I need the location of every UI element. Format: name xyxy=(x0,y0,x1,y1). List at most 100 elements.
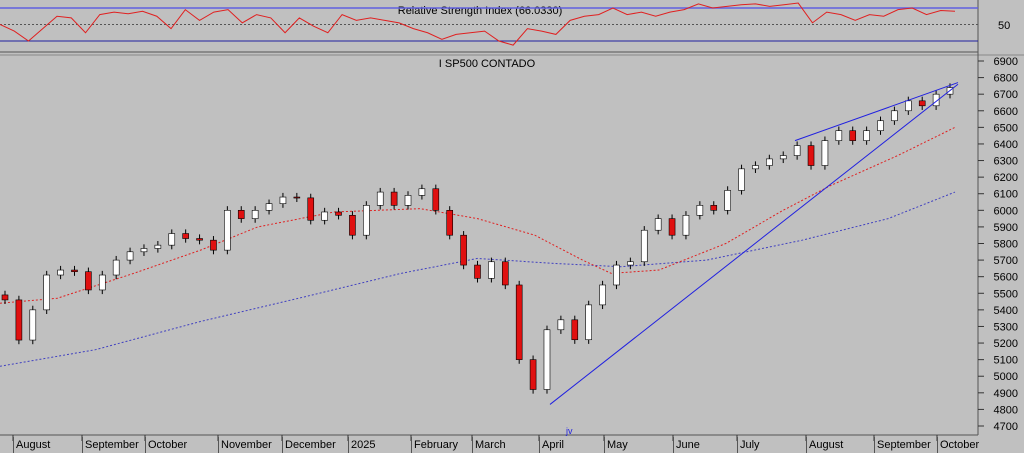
trendline xyxy=(549,83,959,405)
candle-body xyxy=(182,233,189,239)
candle-body xyxy=(696,205,704,216)
y-tick-label: 6200 xyxy=(994,172,1018,184)
candle-body xyxy=(363,205,370,236)
candle-body xyxy=(293,196,301,199)
candle-body xyxy=(571,319,579,341)
candle-body xyxy=(349,214,356,236)
candle-body xyxy=(932,93,940,107)
rsi-tick-50: 50 xyxy=(998,20,1010,32)
candle-body xyxy=(251,210,259,219)
candle-body xyxy=(807,145,815,166)
candle-body xyxy=(835,130,843,141)
candle-body xyxy=(321,211,328,221)
candle-body xyxy=(57,269,64,276)
candle-body xyxy=(752,165,759,170)
y-tick-label: 5400 xyxy=(994,305,1018,317)
ma-long-line xyxy=(0,191,956,367)
y-tick-label: 5900 xyxy=(994,222,1018,234)
candle-body xyxy=(724,190,731,211)
ma-short-line xyxy=(0,126,956,304)
y-tick-label: 5200 xyxy=(994,338,1018,350)
x-axis-label: July xyxy=(737,437,760,453)
x-axis-label: March xyxy=(472,437,506,453)
candle-body xyxy=(237,210,245,219)
y-tick-label: 6500 xyxy=(994,122,1018,134)
y-tick-label: 6000 xyxy=(994,205,1018,217)
candle-body xyxy=(738,168,745,191)
y-tick-label: 6700 xyxy=(994,89,1018,101)
candle-body xyxy=(154,244,162,249)
rsi-title: Relative Strength Index (66.0330) xyxy=(398,5,563,17)
candle-body xyxy=(891,110,898,122)
x-axis-label: May xyxy=(604,437,628,453)
candle-body xyxy=(404,195,412,206)
candle-body xyxy=(474,264,481,279)
candle-body xyxy=(126,251,134,261)
candle-body xyxy=(140,248,148,253)
marker-label: jv xyxy=(566,426,573,436)
candle-body xyxy=(210,239,217,251)
y-tick-label: 5300 xyxy=(994,321,1018,333)
candle-body xyxy=(849,130,857,141)
y-tick-label: 5000 xyxy=(994,371,1018,383)
y-tick-label: 4700 xyxy=(994,421,1018,433)
candle-body xyxy=(599,284,606,306)
x-axis-label: September xyxy=(82,437,139,453)
candle-body xyxy=(432,188,440,211)
candle-body xyxy=(71,269,78,273)
candle-body xyxy=(168,233,176,246)
candle-body xyxy=(613,264,620,286)
candle-body xyxy=(29,309,37,341)
candle-body xyxy=(224,210,231,251)
candle-body xyxy=(265,203,273,211)
candle-body xyxy=(779,155,787,160)
price-title: I SP500 CONTADO xyxy=(439,58,536,70)
candle-body xyxy=(307,197,315,221)
y-tick-label: 6800 xyxy=(994,73,1018,85)
candle-body xyxy=(640,229,648,263)
y-tick-label: 6300 xyxy=(994,156,1018,168)
y-tick-label: 6400 xyxy=(994,139,1018,151)
candle-body xyxy=(501,261,509,286)
rsi-line xyxy=(0,2,956,46)
candle-body xyxy=(279,196,287,204)
candle-body xyxy=(793,145,801,156)
candle-body xyxy=(15,299,23,341)
candle-body xyxy=(446,210,454,236)
candle-body xyxy=(515,284,523,360)
x-axis-label: October xyxy=(145,437,187,453)
y-tick-label: 5500 xyxy=(994,288,1018,300)
candle-body xyxy=(821,140,829,166)
candle-body xyxy=(390,191,398,206)
candle-body xyxy=(710,205,718,211)
x-axis-label: August xyxy=(13,437,50,453)
candle-body xyxy=(543,329,551,390)
candle-body xyxy=(905,100,912,112)
x-axis-label: August xyxy=(806,437,843,453)
y-tick-label: 4900 xyxy=(994,388,1018,400)
candle-body xyxy=(529,359,537,390)
candle-body xyxy=(376,191,384,206)
x-axis-label: June xyxy=(673,437,700,453)
candle-body xyxy=(112,259,120,276)
candle-body xyxy=(196,238,203,241)
y-tick-label: 4800 xyxy=(994,404,1018,416)
candle-body xyxy=(668,218,676,236)
y-tick-label: 5800 xyxy=(994,239,1018,251)
candle-body xyxy=(682,214,690,236)
candle-body xyxy=(1,294,9,301)
x-axis-label: December xyxy=(282,437,336,453)
candle-body xyxy=(627,261,634,266)
candle-body xyxy=(557,319,565,331)
y-tick-label: 5700 xyxy=(994,255,1018,267)
y-tick-label: 6600 xyxy=(994,106,1018,118)
y-tick-label: 5100 xyxy=(994,355,1018,367)
candle-body xyxy=(918,100,926,107)
y-tick-label: 5600 xyxy=(994,272,1018,284)
candle-body xyxy=(85,271,92,291)
y-tick-label: 6900 xyxy=(994,56,1018,68)
candle-body xyxy=(460,234,467,266)
candle-body xyxy=(488,261,495,279)
candle-body xyxy=(654,218,662,231)
